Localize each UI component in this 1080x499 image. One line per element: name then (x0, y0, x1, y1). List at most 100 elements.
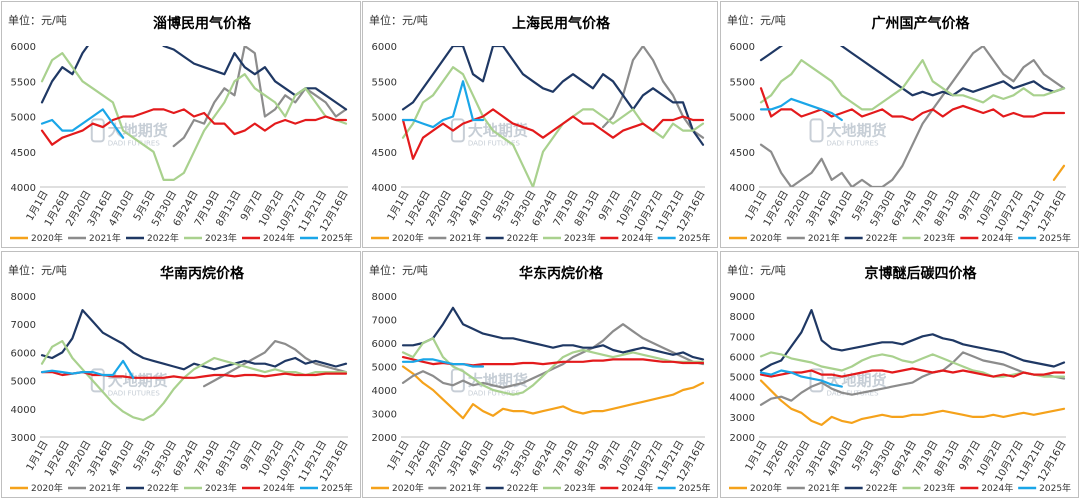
series-line (759, 351, 1066, 378)
series-line (401, 365, 705, 420)
legend-label: 2020年 (750, 232, 782, 244)
series-line (759, 46, 1066, 97)
series-line (759, 46, 1066, 187)
line-chart: 单位：元/吨 华东丙烷价格 2000 3000 4000 5000 6000 7000 8000… (369, 263, 711, 494)
chart-panel: 单位：元/吨 华南丙烷价格 3000 4000 5000 6000 7000 8000 1月1日… (1, 251, 361, 498)
series-line (759, 379, 1066, 426)
y-tick-label: 4000 (11, 405, 36, 416)
legend-label: 2020年 (392, 232, 424, 244)
line-chart: 单位：元/吨 广州国产气价格400045005000550060001月1日1月2… (727, 13, 1071, 244)
legend-label: 2024年 (621, 232, 653, 244)
watermark-subtext: DADI FUTURES (468, 139, 521, 147)
legend-label: 2022年 (507, 232, 539, 244)
series-line (601, 46, 705, 139)
watermark-logo (90, 118, 105, 143)
series-line (759, 59, 1066, 111)
series-line (40, 371, 348, 379)
series-line (401, 358, 485, 368)
legend-label: 2023年 (205, 482, 237, 494)
y-tick-label: 4500 (730, 148, 755, 159)
legend-label: 2020年 (31, 482, 63, 494)
legend-label: 2021年 (89, 482, 121, 494)
y-tick-label: 4500 (372, 148, 397, 159)
legend-label: 2025年 (321, 232, 353, 244)
chart-title: 淄博民用气价格 (153, 15, 252, 32)
y-tick-label: 2000 (730, 433, 755, 444)
series-line (40, 108, 125, 139)
series-line (401, 337, 705, 396)
series-line (759, 369, 843, 388)
legend-label: 2024年 (263, 232, 295, 244)
y-tick-label: 6000 (372, 339, 397, 350)
legend-label: 2023年 (924, 232, 956, 244)
y-tick-label: 8000 (730, 312, 755, 323)
legend-label: 2022年 (507, 482, 539, 494)
legend-label: 2021年 (808, 232, 840, 244)
y-tick-label: 5500 (730, 77, 755, 88)
watermark-subtext: DADI FUTURES (108, 389, 161, 397)
series-line (401, 46, 705, 146)
chart-panel: 单位：元/吨 淄博民用气价格 4000 4500 5000 5500 6000 1月1日 1月2… (1, 1, 361, 248)
line-chart: 单位：元/吨 京博醚后碳四价格 2000 3000 4000 5000 6000 7000 80… (727, 263, 1071, 494)
y-tick-label: 4000 (11, 183, 36, 194)
legend-label: 2023年 (924, 482, 956, 494)
y-tick-label: 9000 (730, 292, 755, 303)
y-tick-label: 4000 (730, 183, 755, 194)
y-tick-label: 7000 (730, 332, 755, 343)
unit-label: 单位：元/吨 (727, 13, 786, 27)
legend-label: 2025年 (1039, 232, 1071, 244)
y-tick-label: 3000 (372, 410, 397, 421)
watermark-logo (809, 118, 824, 143)
series-line (759, 367, 1066, 378)
legend-label: 2021年 (89, 232, 121, 244)
watermark-text: 大地期货 (827, 121, 887, 139)
y-tick-label: 4000 (372, 386, 397, 397)
y-tick-label: 8000 (372, 292, 397, 303)
watermark-subtext: DADI FUTURES (827, 139, 880, 147)
legend-label: 2024年 (621, 482, 653, 494)
y-tick-label: 5000 (372, 363, 397, 374)
y-tick-label: 6000 (11, 348, 36, 359)
chart-panel: 单位：元/吨 上海民用气价格 4000 4500 5000 5500 6000 1月1日 1月2… (362, 1, 718, 248)
y-tick-label: 4000 (372, 183, 397, 194)
legend-label: 2021年 (449, 232, 481, 244)
series-line (759, 309, 1066, 372)
chart-panel: 单位：元/吨 广州国产气价格 4000 4500 5000 5500 6000 1月1日 1月2… (720, 1, 1079, 248)
unit-label: 单位：元/吨 (369, 13, 428, 27)
series-line (40, 52, 348, 181)
legend-label: 2021年 (449, 482, 481, 494)
line-chart: 单位：元/吨 淄博民用气价格400045005000550060001月1日1月2… (8, 13, 353, 244)
y-tick-label: 5000 (372, 113, 397, 124)
legend-label: 2022年 (866, 232, 898, 244)
series-line (401, 80, 485, 129)
unit-label: 单位：元/吨 (369, 263, 428, 277)
unit-label: 单位：元/吨 (8, 263, 67, 277)
chart-title: 京博醚后碳四价格 (865, 265, 978, 282)
legend-label: 2022年 (866, 482, 898, 494)
y-tick-label: 2000 (372, 433, 397, 444)
y-tick-label: 5000 (11, 113, 36, 124)
legend-label: 2024年 (981, 482, 1013, 494)
series-line (401, 108, 705, 160)
series-line (203, 340, 348, 388)
unit-label: 单位：元/吨 (727, 263, 786, 277)
series-line (759, 97, 843, 122)
y-tick-label: 6000 (372, 42, 397, 53)
series-line (759, 351, 1066, 406)
y-tick-label: 4000 (730, 393, 755, 404)
legend-label: 2020年 (392, 482, 424, 494)
series-line (172, 46, 348, 148)
series-line (1052, 164, 1066, 181)
y-tick-label: 6000 (730, 42, 755, 53)
y-tick-label: 3000 (11, 433, 36, 444)
y-tick-label: 5000 (730, 113, 755, 124)
legend-label: 2023年 (205, 232, 237, 244)
legend-label: 2024年 (263, 482, 295, 494)
series-line (401, 323, 705, 389)
y-tick-label: 6000 (11, 42, 36, 53)
legend-label: 2022年 (147, 232, 179, 244)
legend-label: 2024年 (981, 232, 1013, 244)
legend-label: 2023年 (564, 482, 596, 494)
watermark-text: 大地期货 (468, 121, 528, 139)
